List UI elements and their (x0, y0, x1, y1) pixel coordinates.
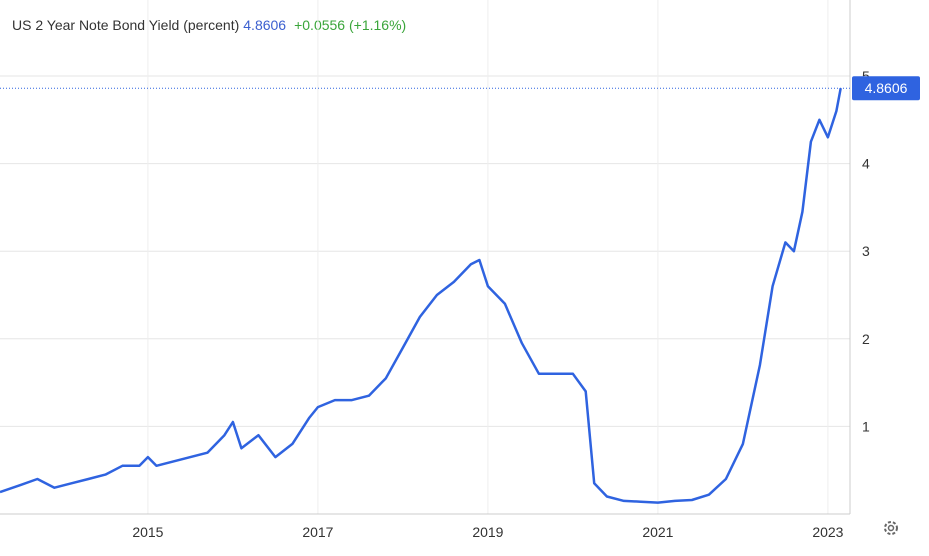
y-tick-label: 4 (862, 156, 870, 172)
x-tick-label: 2021 (642, 524, 673, 540)
last-value-box (852, 76, 920, 101)
settings-icon[interactable] (884, 521, 898, 535)
line-series (0, 87, 842, 504)
last-value: 4.8606 (243, 17, 286, 33)
x-tick-label: 2017 (302, 524, 333, 540)
y-tick-label: 1 (862, 418, 870, 434)
y-tick-label: 2 (862, 331, 870, 347)
last-value-label: 4.8606 (865, 80, 908, 96)
change: +0.0556 (+1.16%) (294, 17, 406, 33)
y-tick-label: 3 (862, 243, 870, 259)
x-tick-label: 2023 (812, 524, 843, 540)
chart-title: US 2 Year Note Bond Yield (percent) (12, 17, 239, 33)
x-tick-label: 2019 (472, 524, 503, 540)
y-tick-label: 5 (862, 68, 870, 84)
x-tick-label: 2015 (132, 524, 163, 540)
